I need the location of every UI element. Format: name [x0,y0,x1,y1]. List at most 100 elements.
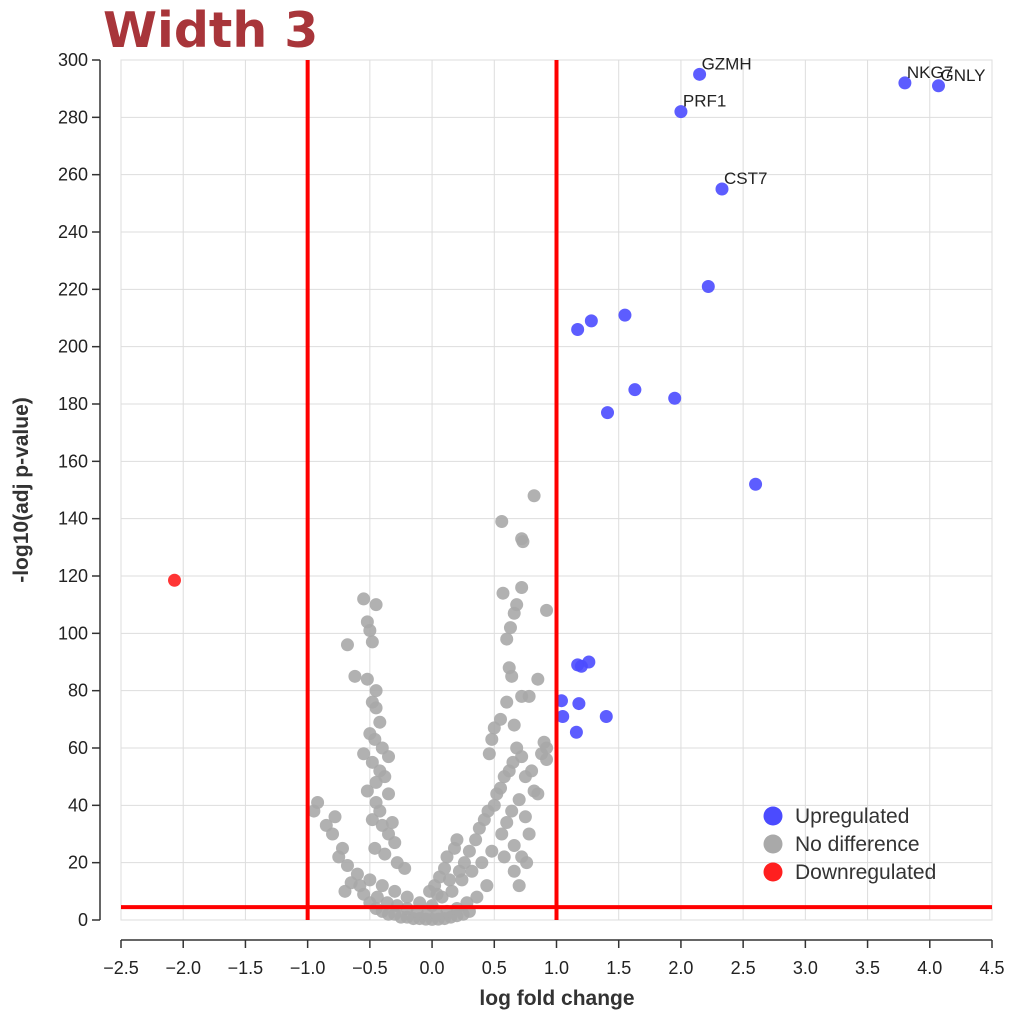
upregulated-point [898,76,912,90]
no-difference-point [369,684,383,698]
no-difference-point [388,836,402,850]
no-difference-point [442,873,456,887]
no-difference-point [340,638,354,652]
no-difference-point [307,804,321,818]
no-difference-point [450,833,464,847]
x-tick-label: 0.5 [482,958,507,978]
no-difference-point [512,879,526,893]
legend-label: Upregulated [795,805,909,828]
upregulated-point [574,659,588,673]
no-difference-point [365,755,379,769]
no-difference-point [480,879,494,893]
upregulated-point [569,725,583,739]
no-difference-point [516,535,530,549]
no-difference-point [348,669,362,683]
no-difference-point [353,879,367,893]
upregulated-point [749,477,763,491]
y-tick-label: 120 [58,566,88,586]
x-tick-label: −0.5 [352,958,388,978]
upregulated-point [701,279,715,293]
no-difference-point [515,750,529,764]
no-difference-points [307,489,554,926]
x-tick-label: 1.0 [544,958,569,978]
threshold-lines [121,60,992,920]
y-tick-label: 0 [78,910,88,930]
upregulated-point [599,709,613,723]
no-difference-point [369,701,383,715]
no-difference-point [500,632,514,646]
no-difference-point [527,489,541,503]
upregulated-point [618,308,632,322]
no-difference-point [507,718,521,732]
legend-swatch-downregulated [763,862,783,882]
no-difference-point [495,827,509,841]
upregulated-point [572,697,586,711]
no-difference-point [522,827,536,841]
legend-swatch-no-difference [763,834,783,854]
gene-label: PRF1 [683,92,726,111]
downregulated-point [168,573,182,587]
no-difference-point [527,784,541,798]
no-difference-point [365,635,379,649]
no-difference-point [373,715,387,729]
no-difference-point [515,689,529,703]
no-difference-point [357,747,371,761]
no-difference-point [497,850,511,864]
x-tick-label: 4.0 [917,958,942,978]
no-difference-point [540,603,554,617]
upregulated-points [554,67,945,739]
upregulated-point [571,322,585,336]
no-difference-point [382,750,396,764]
upregulated-point [668,391,682,405]
upregulated-point [715,182,729,196]
no-difference-point [507,838,521,852]
x-tick-label: −1.0 [290,958,326,978]
x-tick-label: 3.5 [855,958,880,978]
no-difference-point [326,827,340,841]
no-difference-point [505,669,519,683]
y-tick-label: 100 [58,623,88,643]
no-difference-point [438,861,452,875]
y-tick-label: 220 [58,279,88,299]
no-difference-point [520,856,534,870]
no-difference-point [531,672,545,686]
no-difference-point [485,732,499,746]
gene-label: GNLY [940,66,985,85]
no-difference-point [500,695,514,709]
no-difference-point [440,850,454,864]
x-tick-label: 2.0 [668,958,693,978]
x-tick-label: −2.5 [103,958,139,978]
no-difference-point [494,712,508,726]
no-difference-point [388,884,402,898]
downregulated-points [168,573,182,587]
y-tick-label: 160 [58,451,88,471]
upregulated-point [601,406,615,420]
no-difference-point [369,775,383,789]
upregulated-point [584,314,598,328]
y-axis-title: -log10(adj p-value) [10,397,33,583]
no-difference-point [369,598,383,612]
no-difference-point [400,890,414,904]
no-difference-point [368,841,382,855]
no-difference-point [382,787,396,801]
y-tick-label: 60 [68,738,88,758]
no-difference-point [487,798,501,812]
axes: 0 20 40 60 80 100 120 140 160 180 200 220 240 260 280 3… [58,50,1005,978]
no-difference-point [370,890,384,904]
x-axis-title: log fold change [479,987,634,1010]
no-difference-point [332,850,346,864]
no-difference-point [398,861,412,875]
no-difference-point [385,816,399,830]
no-difference-point [338,884,352,898]
x-tick-label: 1.5 [606,958,631,978]
y-tick-label: 40 [68,795,88,815]
upregulated-point [931,79,945,93]
y-tick-label: 260 [58,165,88,185]
no-difference-point [445,884,459,898]
y-tick-label: 240 [58,222,88,242]
no-difference-point [540,752,554,766]
x-tick-label: 2.5 [731,958,756,978]
no-difference-point [340,859,354,873]
y-tick-label: 200 [58,337,88,357]
no-difference-point [378,847,392,861]
